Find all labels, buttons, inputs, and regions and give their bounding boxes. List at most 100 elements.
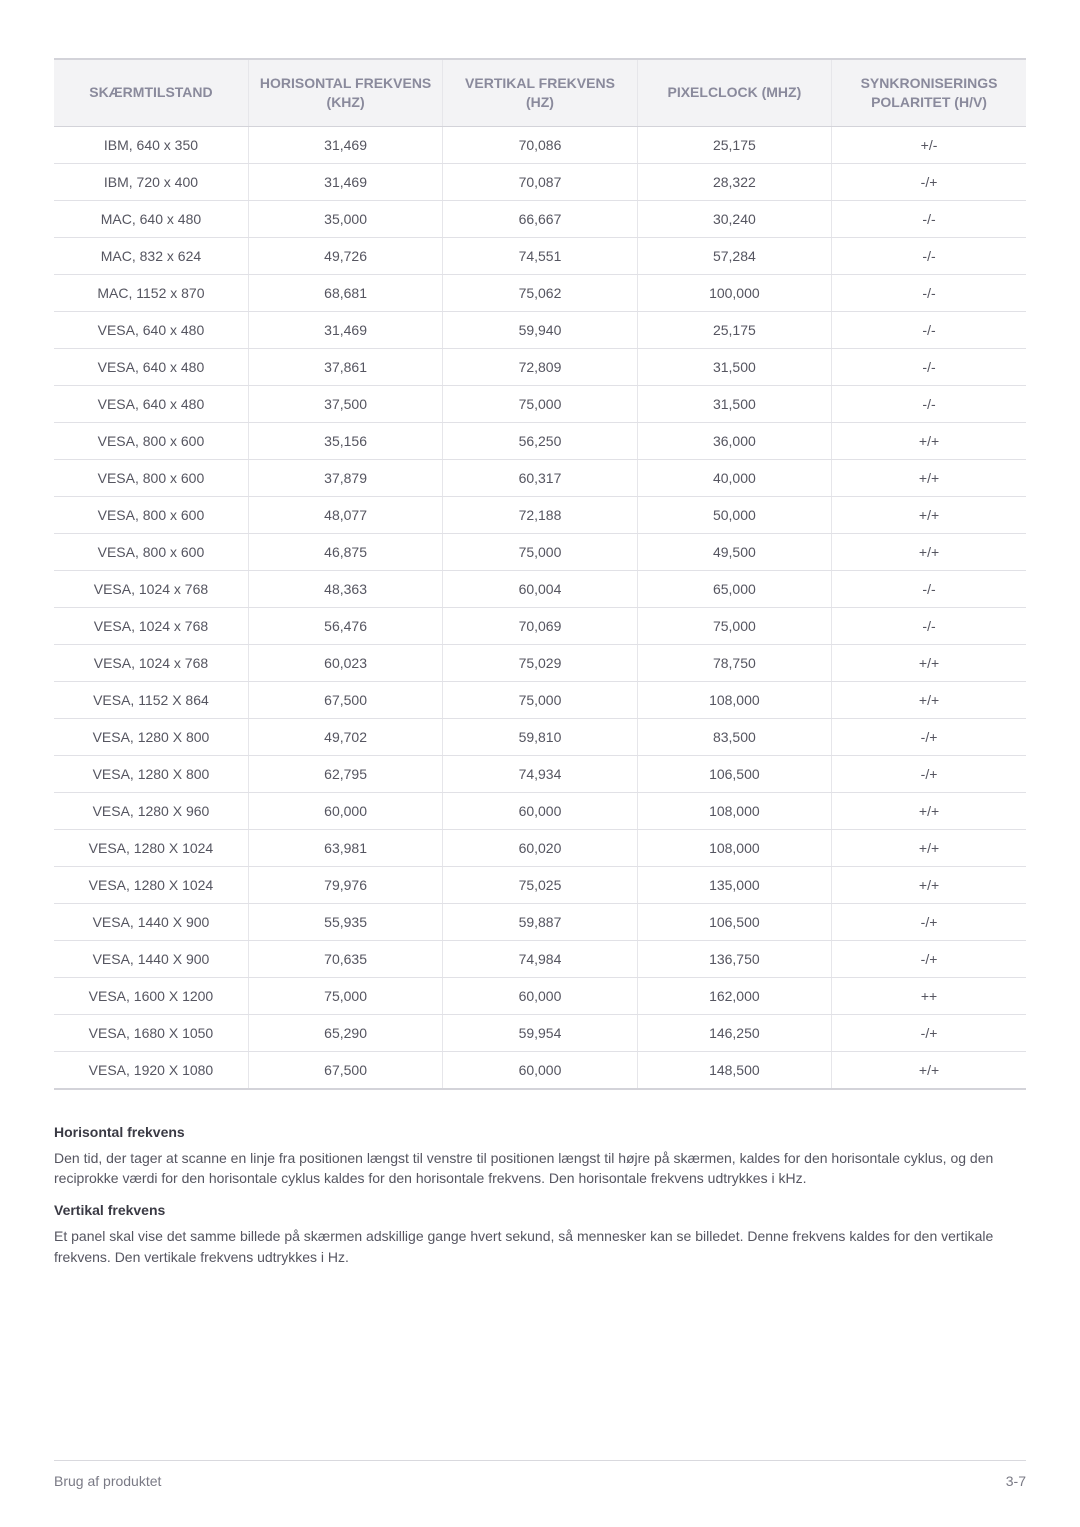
table-cell: 70,635 [248, 940, 442, 977]
col-header: SKÆRMTILSTAND [54, 59, 248, 126]
table-cell: 31,469 [248, 163, 442, 200]
table-cell: VESA, 800 x 600 [54, 422, 248, 459]
table-cell: 46,875 [248, 533, 442, 570]
table-cell: 75,000 [443, 533, 637, 570]
table-cell: 106,500 [637, 903, 831, 940]
table-cell: VESA, 1024 x 768 [54, 644, 248, 681]
table-cell: 59,887 [443, 903, 637, 940]
table-cell: MAC, 640 x 480 [54, 200, 248, 237]
table-cell: 60,004 [443, 570, 637, 607]
table-row: IBM, 720 x 40031,46970,08728,322-/+ [54, 163, 1026, 200]
table-cell: VESA, 1280 X 800 [54, 755, 248, 792]
table-cell: 75,029 [443, 644, 637, 681]
table-cell: -/- [832, 570, 1026, 607]
table-cell: 59,940 [443, 311, 637, 348]
table-body: IBM, 640 x 35031,46970,08625,175+/-IBM, … [54, 126, 1026, 1089]
table-cell: -/- [832, 200, 1026, 237]
explanatory-text: Horisontal frekvens Den tid, der tager a… [54, 1124, 1026, 1267]
table-cell: +/+ [832, 866, 1026, 903]
table-cell: 74,934 [443, 755, 637, 792]
table-cell: 56,250 [443, 422, 637, 459]
table-cell: 70,086 [443, 126, 637, 163]
table-cell: 136,750 [637, 940, 831, 977]
col-header: HORISONTAL FREKVENS (KHZ) [248, 59, 442, 126]
vertical-freq-heading: Vertikal frekvens [54, 1202, 1026, 1218]
table-cell: +/+ [832, 533, 1026, 570]
table-cell: 62,795 [248, 755, 442, 792]
table-cell: VESA, 800 x 600 [54, 496, 248, 533]
horizontal-freq-heading: Horisontal frekvens [54, 1124, 1026, 1140]
table-cell: 59,810 [443, 718, 637, 755]
footer-page-number: 3-7 [1006, 1473, 1026, 1489]
table-cell: 79,976 [248, 866, 442, 903]
table-cell: 146,250 [637, 1014, 831, 1051]
table-cell: 57,284 [637, 237, 831, 274]
table-cell: -/- [832, 385, 1026, 422]
table-cell: 49,726 [248, 237, 442, 274]
table-cell: 37,500 [248, 385, 442, 422]
table-cell: 60,023 [248, 644, 442, 681]
table-cell: 56,476 [248, 607, 442, 644]
table-cell: MAC, 832 x 624 [54, 237, 248, 274]
table-cell: 65,290 [248, 1014, 442, 1051]
table-cell: 60,000 [443, 792, 637, 829]
table-row: VESA, 1920 X 108067,50060,000148,500+/+ [54, 1051, 1026, 1089]
table-row: VESA, 1024 x 76856,47670,06975,000-/- [54, 607, 1026, 644]
table-cell: +/+ [832, 459, 1026, 496]
table-cell: VESA, 1280 X 1024 [54, 866, 248, 903]
table-cell: +/- [832, 126, 1026, 163]
table-cell: 48,077 [248, 496, 442, 533]
table-cell: -/+ [832, 903, 1026, 940]
table-cell: 36,000 [637, 422, 831, 459]
table-cell: -/- [832, 311, 1026, 348]
table-cell: 75,062 [443, 274, 637, 311]
table-cell: 66,667 [443, 200, 637, 237]
footer-section-title: Brug af produktet [54, 1473, 161, 1489]
table-row: IBM, 640 x 35031,46970,08625,175+/- [54, 126, 1026, 163]
table-row: VESA, 1152 X 86467,50075,000108,000+/+ [54, 681, 1026, 718]
table-cell: 31,500 [637, 385, 831, 422]
col-header: VERTIKAL FREKVENS (HZ) [443, 59, 637, 126]
table-cell: 37,861 [248, 348, 442, 385]
display-modes-table: SKÆRMTILSTAND HORISONTAL FREKVENS (KHZ) … [54, 58, 1026, 1090]
table-cell: 48,363 [248, 570, 442, 607]
table-row: VESA, 1024 x 76848,36360,00465,000-/- [54, 570, 1026, 607]
table-cell: 31,500 [637, 348, 831, 385]
table-cell: VESA, 800 x 600 [54, 533, 248, 570]
table-row: MAC, 640 x 48035,00066,66730,240-/- [54, 200, 1026, 237]
table-cell: 65,000 [637, 570, 831, 607]
table-cell: VESA, 1152 X 864 [54, 681, 248, 718]
table-cell: 108,000 [637, 792, 831, 829]
table-row: VESA, 640 x 48031,46959,94025,175-/- [54, 311, 1026, 348]
table-cell: 83,500 [637, 718, 831, 755]
table-cell: 60,317 [443, 459, 637, 496]
table-cell: +/+ [832, 792, 1026, 829]
table-row: VESA, 640 x 48037,86172,80931,500-/- [54, 348, 1026, 385]
table-cell: 60,000 [443, 977, 637, 1014]
table-cell: 75,000 [443, 385, 637, 422]
table-cell: +/+ [832, 644, 1026, 681]
table-cell: 63,981 [248, 829, 442, 866]
table-cell: 106,500 [637, 755, 831, 792]
table-cell: 25,175 [637, 311, 831, 348]
table-cell: -/+ [832, 1014, 1026, 1051]
table-cell: 31,469 [248, 311, 442, 348]
table-cell: -/- [832, 348, 1026, 385]
table-row: VESA, 1600 X 120075,00060,000162,000++ [54, 977, 1026, 1014]
table-cell: -/- [832, 274, 1026, 311]
table-cell: VESA, 1024 x 768 [54, 607, 248, 644]
table-cell: 37,879 [248, 459, 442, 496]
table-cell: 60,000 [248, 792, 442, 829]
col-header: PIXELCLOCK (MHZ) [637, 59, 831, 126]
table-cell: VESA, 640 x 480 [54, 311, 248, 348]
table-row: VESA, 1440 X 90070,63574,984136,750-/+ [54, 940, 1026, 977]
table-cell: 162,000 [637, 977, 831, 1014]
table-cell: IBM, 720 x 400 [54, 163, 248, 200]
table-row: VESA, 1024 x 76860,02375,02978,750+/+ [54, 644, 1026, 681]
col-header: SYNKRONISERINGS POLARITET (H/V) [832, 59, 1026, 126]
table-cell: VESA, 1280 X 800 [54, 718, 248, 755]
table-cell: 74,984 [443, 940, 637, 977]
table-cell: VESA, 800 x 600 [54, 459, 248, 496]
table-cell: +/+ [832, 681, 1026, 718]
table-cell: 100,000 [637, 274, 831, 311]
